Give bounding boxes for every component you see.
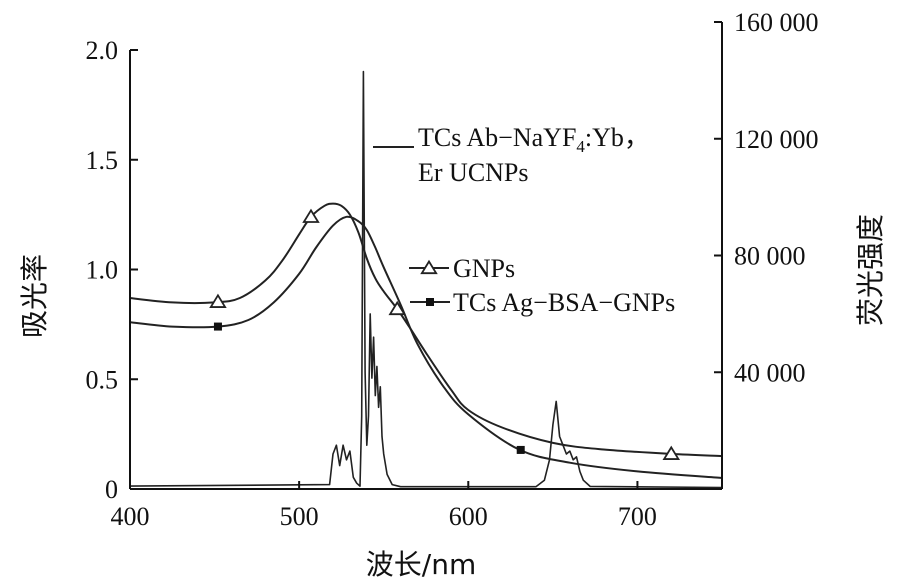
left-y-tick-label: 0: [105, 475, 118, 504]
x-tick-label: 400: [111, 502, 150, 531]
legend-label-gnps: GNPs: [453, 254, 515, 283]
series-marker-square: [213, 322, 222, 331]
left-y-tick-label: 0.5: [86, 365, 119, 394]
series-marker-triangle: [302, 208, 320, 223]
x-tick-label: 700: [618, 502, 657, 531]
legend: TCs Ab−NaYF4:Yb，Er UCNPs GNPs TCs Ag−BSA−G…: [373, 123, 675, 317]
right-y-axis-title: 荧光强度: [854, 214, 887, 326]
x-tick-label: 600: [449, 502, 488, 531]
legend-label-agbsa: TCs Ag−BSA−GNPs: [453, 288, 675, 317]
left-y-tick-label: 2.0: [86, 36, 119, 65]
series-marker-square: [516, 445, 525, 454]
right-y-tick-label: 40 000: [734, 358, 806, 387]
series-marker-triangle: [388, 300, 407, 316]
x-tick-label: 500: [280, 502, 319, 531]
series-marker-triangle: [662, 445, 681, 460]
legend-swatch-gnps-marker: [420, 259, 438, 275]
series-line-2: [129, 70, 723, 489]
left-y-tick-label: 1.0: [86, 256, 119, 285]
series-marker-triangle: [209, 293, 227, 308]
left-y-tick-label: 1.5: [86, 146, 119, 175]
right-y-tick-label: 160 000: [734, 8, 819, 37]
plot-area: [129, 70, 723, 489]
legend-label-ucnps-line2: Er UCNPs: [418, 158, 529, 187]
legend-swatch-agbsa-marker: [426, 298, 434, 306]
right-y-tick-label: 120 000: [734, 125, 819, 154]
axes: 400 500 600 700 0 0.5 1.0 1.5 2.0 40 000 80 000 120…: [86, 8, 819, 531]
left-y-axis-title: 吸光率: [18, 254, 51, 338]
x-axis-title: 波长/nm: [366, 548, 476, 581]
right-y-tick-label: 80 000: [734, 242, 806, 271]
legend-label-ucnps: TCs Ab−NaYF4:Yb，: [418, 123, 650, 156]
